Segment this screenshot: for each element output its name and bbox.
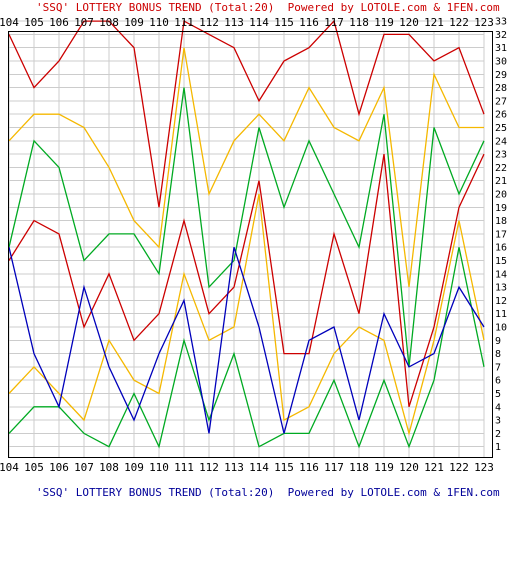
- x-tick-label-top: 106: [49, 16, 69, 29]
- y-tick-label: 33: [495, 17, 507, 28]
- y-tick-label: 24: [495, 136, 507, 147]
- series-line-4: [8, 153, 485, 407]
- y-tick-label: 5: [495, 389, 501, 400]
- x-ticks-top: 104 105 106 107 108 109 110 111 112 113 114 115 116 1…: [0, 16, 494, 29]
- x-tick-label-top: 111: [174, 16, 194, 29]
- y-tick-label: 6: [495, 376, 501, 387]
- x-tick-label-bottom: 116: [299, 461, 319, 474]
- y-tick-label: 12: [495, 296, 507, 307]
- y-tick-label: 18: [495, 216, 507, 227]
- x-tick-label-bottom: 121: [424, 461, 444, 474]
- x-tick-label-top: 110: [149, 16, 169, 29]
- x-tick-label-top: 119: [374, 16, 394, 29]
- x-tick-label-bottom: 108: [99, 461, 119, 474]
- y-tick-label: 26: [495, 110, 507, 121]
- y-tick-label: 9: [495, 336, 501, 347]
- y-tick-label: 4: [495, 402, 501, 413]
- series-line-3: [8, 87, 485, 367]
- x-tick-label-bottom: 114: [249, 461, 269, 474]
- series-line-1: [8, 19, 485, 208]
- x-tick-label-bottom: 122: [449, 461, 469, 474]
- x-ticks-bottom: 104 105 106 107 108 109 110 111 112 113 114 115 116 1…: [0, 461, 494, 474]
- y-tick-label: 17: [495, 229, 507, 240]
- x-tick-label-bottom: 112: [199, 461, 219, 474]
- x-tick-label-top: 116: [299, 16, 319, 29]
- series-line-2: [8, 47, 484, 288]
- y-tick-label: 3: [495, 416, 501, 427]
- x-tick-label-top: 108: [99, 16, 119, 29]
- x-tick-label-top: 120: [399, 16, 419, 29]
- x-tick-label-top: 117: [324, 16, 344, 29]
- y-tick-label: 28: [495, 83, 507, 94]
- y-tick-label: 23: [495, 150, 507, 161]
- x-tick-label-top: 122: [449, 16, 469, 29]
- series-line-5: [8, 193, 485, 436]
- x-tick-label-top: 107: [74, 16, 94, 29]
- y-tick-label: 30: [495, 57, 507, 68]
- y-tick-label: 20: [495, 190, 507, 201]
- y-tick-label: 27: [495, 96, 507, 107]
- y-tick-label: 2: [495, 429, 501, 440]
- y-tick-label: 14: [495, 269, 507, 280]
- y-tick-label: 22: [495, 163, 507, 174]
- x-tick-label-bottom: 119: [374, 461, 394, 474]
- y-tick-label: 31: [495, 43, 507, 54]
- y-tick-label: 8: [495, 349, 501, 360]
- y-tick-label: 15: [495, 256, 507, 267]
- y-tick-label: 25: [495, 123, 507, 134]
- y-tick-label: 29: [495, 70, 507, 81]
- y-ticks: 1234567891011121314151617181920212223242…: [495, 17, 507, 454]
- y-tick-label: 13: [495, 283, 507, 294]
- y-tick-label: 19: [495, 203, 507, 214]
- plot-frame: [8, 31, 493, 458]
- x-tick-label-bottom: 113: [224, 461, 244, 474]
- x-tick-label-bottom: 105: [24, 461, 44, 474]
- x-tick-label-top: 115: [274, 16, 294, 29]
- x-tick-label-top: 105: [24, 16, 44, 29]
- x-tick-label-bottom: 111: [174, 461, 194, 474]
- x-tick-label-top: 123: [474, 16, 494, 29]
- y-tick-label: 10: [495, 323, 507, 334]
- bottom-caption: 'SSQ' LOTTERY BONUS TREND (Total:20) Pow…: [36, 486, 500, 499]
- x-tick-label-top: 104: [0, 16, 19, 29]
- y-tick-label: 1: [495, 442, 501, 453]
- y-tick-label: 32: [495, 30, 507, 41]
- y-tick-label: 7: [495, 362, 501, 373]
- x-tick-label-bottom: 115: [274, 461, 294, 474]
- x-tick-label-top: 112: [199, 16, 219, 29]
- y-tick-label: 16: [495, 243, 507, 254]
- series-lines: [8, 19, 485, 449]
- x-tick-label-bottom: 110: [149, 461, 169, 474]
- x-tick-label-top: 118: [349, 16, 369, 29]
- x-tick-label-bottom: 118: [349, 461, 369, 474]
- x-tick-label-bottom: 109: [124, 461, 144, 474]
- series-line-7: [8, 247, 485, 434]
- series-line-6: [8, 247, 485, 449]
- x-tick-label-bottom: 117: [324, 461, 344, 474]
- x-tick-label-top: 109: [124, 16, 144, 29]
- y-tick-label: 21: [495, 176, 507, 187]
- x-tick-label-top: 121: [424, 16, 444, 29]
- x-tick-label-bottom: 107: [74, 461, 94, 474]
- x-tick-label-bottom: 123: [474, 461, 494, 474]
- y-tick-label: 11: [495, 309, 507, 320]
- x-tick-label-bottom: 104: [0, 461, 19, 474]
- x-tick-label-top: 113: [224, 16, 244, 29]
- x-tick-label-top: 114: [249, 16, 269, 29]
- x-tick-label-bottom: 120: [399, 461, 419, 474]
- top-caption: 'SSQ' LOTTERY BONUS TREND (Total:20) Pow…: [36, 1, 500, 14]
- x-tick-label-bottom: 106: [49, 461, 69, 474]
